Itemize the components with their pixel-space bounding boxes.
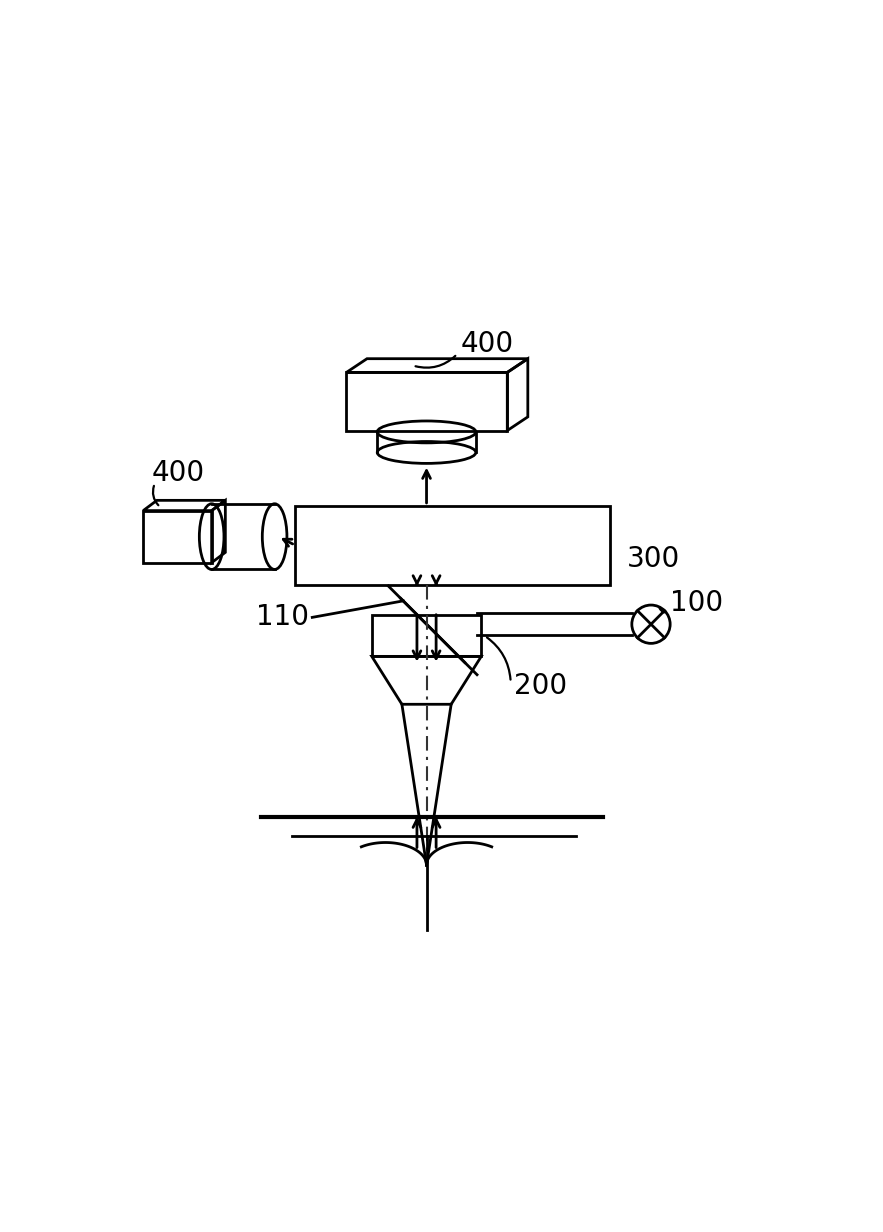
- Bar: [295, 506, 610, 584]
- Bar: [372, 615, 481, 657]
- Text: 200: 200: [514, 671, 567, 700]
- Text: 400: 400: [461, 330, 514, 357]
- Bar: [143, 510, 212, 563]
- Text: 300: 300: [627, 546, 680, 573]
- Bar: [346, 372, 507, 430]
- Text: 400: 400: [152, 460, 205, 487]
- Text: 110: 110: [256, 604, 309, 631]
- Text: 100: 100: [670, 589, 723, 617]
